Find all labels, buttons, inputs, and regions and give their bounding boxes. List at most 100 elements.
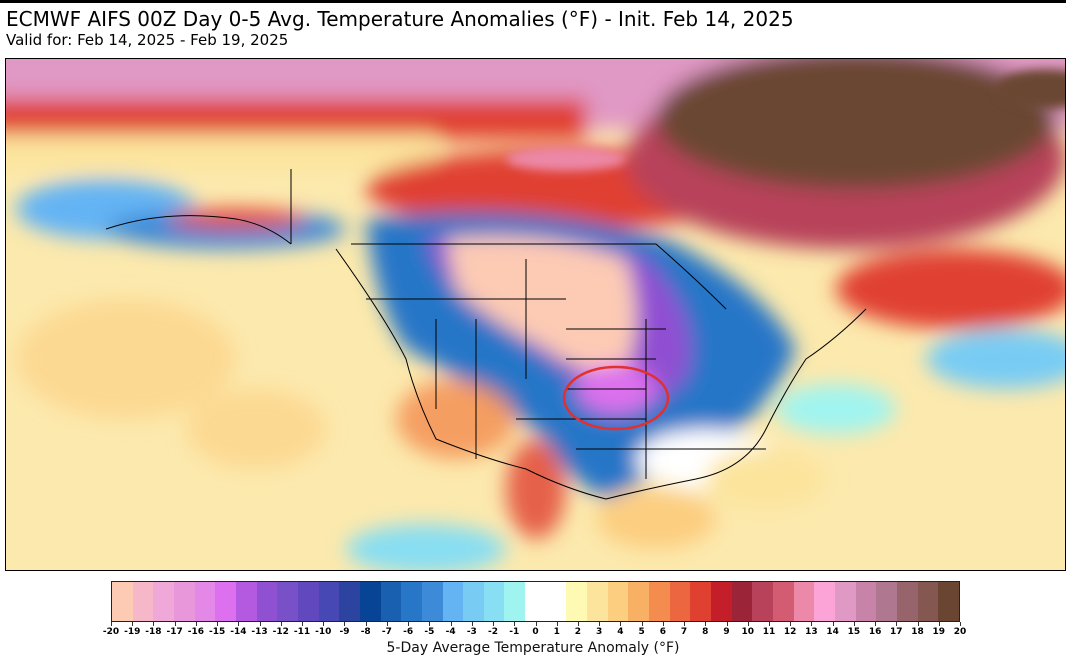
colorbar-tick-mark xyxy=(556,622,558,626)
colorbar-tick-label: 4 xyxy=(617,627,624,637)
colorbar-bin xyxy=(442,582,464,621)
colorbar-bin xyxy=(607,582,629,621)
colorbar-bin xyxy=(669,582,691,621)
colorbar-tick-mark xyxy=(174,622,176,626)
colorbar-tick-label: 9 xyxy=(723,627,730,637)
colorbar-tick-mark xyxy=(705,622,707,626)
colorbar-tick-label: 12 xyxy=(783,627,797,637)
map-title: ECMWF AIFS 00Z Day 0-5 Avg. Temperature … xyxy=(6,7,794,31)
colorbar-tick-mark xyxy=(132,622,134,626)
colorbar-bin xyxy=(277,582,298,621)
colorbar-tick-mark xyxy=(493,622,495,626)
colorbar-tick-mark xyxy=(747,622,749,626)
highlight-circle-annotation xyxy=(562,365,670,431)
colorbar-tick-mark xyxy=(302,622,304,626)
colorbar-tick-label: 13 xyxy=(805,627,818,637)
colorbar-tick-label: 6 xyxy=(659,627,666,637)
colorbar-bin xyxy=(814,582,835,621)
colorbar-tick-mark xyxy=(471,622,473,626)
colorbar-bin xyxy=(896,582,918,621)
colorbar-tick-label: -12 xyxy=(272,627,289,637)
colorbar-bin xyxy=(194,582,216,621)
colorbar-bin xyxy=(359,582,381,621)
colorbar-tick-mark xyxy=(684,622,686,626)
colorbar-tick-mark xyxy=(832,622,834,626)
colorbar-bin xyxy=(917,582,939,621)
temperature-anomaly-map xyxy=(5,58,1066,571)
colorbar-tick-mark xyxy=(280,622,282,626)
colorbar-bin xyxy=(318,582,340,621)
colorbar-bin xyxy=(483,582,505,621)
colorbar-tick-label: 20 xyxy=(953,627,967,637)
colorbar-tick-label: 1 xyxy=(553,627,560,637)
colorbar-tick-label: -17 xyxy=(166,627,183,637)
colorbar-tick-mark xyxy=(344,622,346,626)
colorbar-bin xyxy=(711,582,732,621)
colorbar-tick-label: 16 xyxy=(868,627,882,637)
colorbar-tick-label: -8 xyxy=(360,627,371,637)
colorbar-bin xyxy=(235,582,257,621)
colorbar-bin xyxy=(504,582,526,621)
colorbar-bin xyxy=(876,582,897,621)
colorbar-tick-mark xyxy=(790,622,792,626)
colorbar-label: 5-Day Average Temperature Anomaly (°F) xyxy=(386,640,680,656)
colorbar-tick-label: -6 xyxy=(403,627,414,637)
colorbar-tick-label: 11 xyxy=(762,627,776,637)
colorbar-tick-label: 15 xyxy=(847,627,861,637)
colorbar-bin xyxy=(731,582,753,621)
colorbar-bin xyxy=(545,582,567,621)
colorbar-tick-mark xyxy=(365,622,367,626)
colorbar-tick-label: -3 xyxy=(466,627,477,637)
colorbar-tick-label: 0 xyxy=(532,627,539,637)
colorbar-tick-label: 7 xyxy=(680,627,688,637)
colorbar-tick-mark xyxy=(153,622,155,626)
colorbar-bin xyxy=(421,582,443,621)
colorbar-bin xyxy=(793,582,815,621)
colorbar-bin xyxy=(463,582,484,621)
colorbar-bin xyxy=(628,582,650,621)
colorbar-tick-label: -14 xyxy=(230,627,247,637)
colorbar-bin xyxy=(339,582,360,621)
colorbar-tick-mark xyxy=(938,622,940,626)
colorbar-tick-mark xyxy=(450,622,452,626)
colorbar-tick-label: -18 xyxy=(145,627,162,637)
colorbar-bin xyxy=(173,582,195,621)
colorbar-tick-label: -19 xyxy=(124,627,141,637)
colorbar-tick-label: 14 xyxy=(826,627,839,637)
colorbar-bin xyxy=(153,582,174,621)
colorbar-tick-label: -7 xyxy=(381,627,392,637)
top-border xyxy=(0,0,1066,3)
colorbar-bin xyxy=(690,582,712,621)
colorbar-tick-label: -10 xyxy=(315,627,332,637)
colorbar-tick-mark xyxy=(195,622,197,626)
colorbar-bin xyxy=(773,582,794,621)
colorbar-tick-mark xyxy=(111,622,112,626)
colorbar-bin xyxy=(525,582,546,621)
colorbar-tick-label: 17 xyxy=(890,627,903,637)
colorbar-tick-label: 10 xyxy=(741,627,755,637)
colorbar-tick-mark xyxy=(535,622,537,626)
colorbar-tick-mark xyxy=(662,622,664,626)
colorbar-tick-mark xyxy=(323,622,325,626)
colorbar-tick-label: -9 xyxy=(339,627,350,637)
colorbar-ticks: -20 -19 -18 -17 -16 -15 -14 -13 -12 -11 -10 -9 -8 -7-… xyxy=(103,622,966,639)
colorbar-tick-mark xyxy=(641,622,643,626)
colorbar-tick-mark xyxy=(917,622,919,626)
colorbar-bin xyxy=(834,582,856,621)
colorbar-tick-mark xyxy=(726,622,728,626)
colorbar-tick-label: -5 xyxy=(424,627,435,637)
colorbar-tick-mark xyxy=(853,622,855,626)
colorbar-tick-mark xyxy=(577,622,579,626)
colorbar-tick-label: -2 xyxy=(488,627,499,637)
colorbar-bin xyxy=(215,582,236,621)
colorbar-bin xyxy=(566,582,588,621)
colorbar-tick-label: -20 xyxy=(102,627,120,637)
colorbar-tick-mark xyxy=(429,622,431,626)
colorbar-tick-mark xyxy=(514,622,516,626)
map-subtitle: Valid for: Feb 14, 2025 - Feb 19, 2025 xyxy=(6,31,289,49)
colorbar-tick-mark xyxy=(599,622,601,626)
colorbar-tick-mark xyxy=(217,622,219,626)
colorbar-bin xyxy=(256,582,278,621)
colorbar-tick-label: -4 xyxy=(445,627,456,637)
colorbar-tick-mark xyxy=(875,622,877,626)
